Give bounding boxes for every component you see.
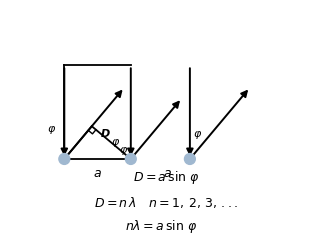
Text: φ: φ	[111, 137, 119, 147]
Circle shape	[184, 154, 195, 164]
Text: $n\lambda = a\,\sin\,\varphi$: $n\lambda = a\,\sin\,\varphi$	[125, 218, 198, 235]
Text: φ: φ	[47, 124, 55, 134]
Circle shape	[126, 154, 136, 164]
Text: $D = n\,\lambda \quad n = 1,\,2,\,3,\,...$: $D = n\,\lambda \quad n = 1,\,2,\,3,\,..…	[94, 194, 239, 210]
Text: φ: φ	[193, 129, 201, 139]
Text: a: a	[94, 167, 101, 180]
Circle shape	[59, 154, 70, 164]
Text: φ: φ	[120, 145, 127, 155]
Text: $D = a\,\sin\,\varphi$: $D = a\,\sin\,\varphi$	[133, 169, 200, 186]
Text: D: D	[101, 129, 110, 139]
Text: a: a	[164, 167, 171, 180]
